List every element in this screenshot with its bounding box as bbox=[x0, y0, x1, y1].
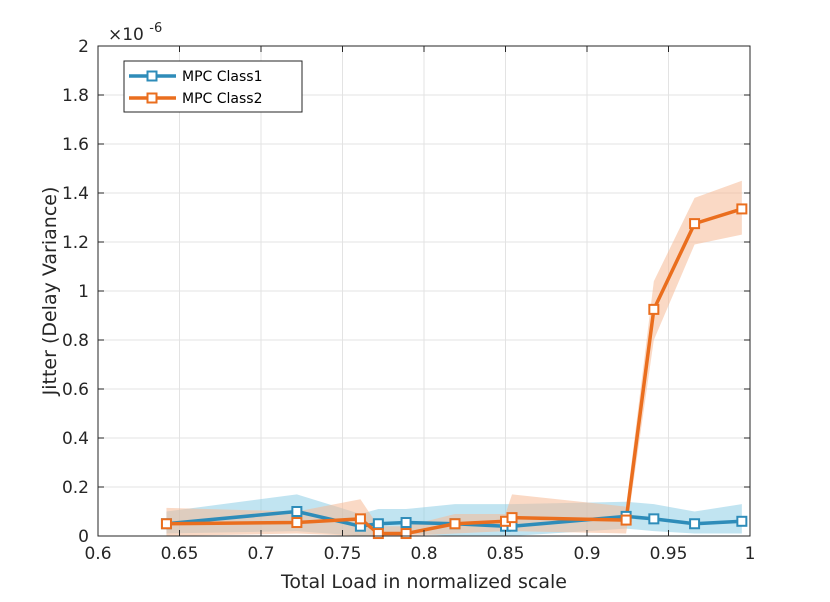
y-tick-label: 0 bbox=[78, 527, 89, 547]
legend-marker-class2 bbox=[146, 92, 158, 104]
y-tick-label: 0.2 bbox=[62, 478, 89, 498]
exponent-base: ×10 bbox=[108, 25, 144, 45]
confidence-band-series-2 bbox=[166, 180, 742, 536]
x-tick-label: 1 bbox=[745, 544, 756, 564]
series-markers bbox=[160, 203, 748, 540]
x-tick-label: 0.95 bbox=[650, 544, 688, 564]
x-tick-label: 0.65 bbox=[161, 544, 199, 564]
data-point-series-1 bbox=[736, 515, 748, 527]
y-tick-label: 0.6 bbox=[62, 380, 89, 400]
data-point-series-2 bbox=[372, 528, 384, 540]
legend-label-class1: MPC Class1 bbox=[182, 69, 263, 85]
x-axis-ticks: 0.6 0.65 0.7 0.75 0.8 0.85 0.9 0.95 1 bbox=[84, 46, 755, 564]
legend-marker-class1 bbox=[146, 70, 158, 82]
y-axis-label: Jitter (Delay Variance) bbox=[39, 187, 61, 397]
data-point-series-1 bbox=[400, 517, 412, 529]
series-line-2 bbox=[166, 207, 743, 536]
data-point-series-2 bbox=[291, 517, 303, 529]
y-tick-label: 1.8 bbox=[62, 86, 89, 106]
grid-lines bbox=[98, 46, 750, 536]
y-tick-label: 2 bbox=[78, 37, 89, 57]
data-point-series-2 bbox=[506, 512, 518, 524]
x-tick-label: 0.85 bbox=[487, 544, 525, 564]
y-tick-label: 1 bbox=[78, 282, 89, 302]
legend-label-class2: MPC Class2 bbox=[182, 91, 263, 107]
data-point-series-2 bbox=[620, 514, 632, 526]
data-point-series-2 bbox=[449, 518, 461, 530]
y-tick-label: 0.8 bbox=[62, 331, 89, 351]
data-point-series-1 bbox=[648, 513, 660, 525]
data-point-series-2 bbox=[736, 203, 748, 215]
y-tick-label: 1.6 bbox=[62, 135, 89, 155]
series-line-1 bbox=[166, 509, 742, 528]
series-lines bbox=[166, 207, 743, 536]
x-tick-label: 0.75 bbox=[324, 544, 362, 564]
x-tick-label: 0.8 bbox=[410, 544, 437, 564]
x-tick-label: 0.7 bbox=[247, 544, 274, 564]
confidence-bands bbox=[166, 180, 742, 536]
data-point-series-2 bbox=[160, 518, 172, 530]
y-exponent-label: ×10 -6 bbox=[108, 21, 162, 45]
y-tick-label: 0.4 bbox=[62, 429, 89, 449]
data-point-series-2 bbox=[689, 218, 701, 230]
data-point-series-2 bbox=[648, 303, 660, 315]
x-tick-label: 0.6 bbox=[84, 544, 111, 564]
legend-entry-class2: MPC Class2 bbox=[129, 91, 263, 107]
data-point-series-1 bbox=[291, 506, 303, 517]
y-tick-label: 1.2 bbox=[62, 233, 89, 253]
data-point-series-2 bbox=[400, 528, 412, 540]
x-axis-label: Total Load in normalized scale bbox=[280, 571, 567, 593]
x-tick-label: 0.9 bbox=[573, 544, 600, 564]
legend-entry-class1: MPC Class1 bbox=[129, 69, 263, 85]
y-tick-label: 1.4 bbox=[62, 184, 89, 204]
data-point-series-2 bbox=[354, 513, 366, 525]
y-axis-ticks: 0 0.2 0.4 0.6 0.8 1 1.2 1.4 1.6 1.8 2 bbox=[62, 37, 750, 547]
exponent-power: -6 bbox=[149, 21, 162, 36]
data-point-series-1 bbox=[689, 518, 701, 530]
legend: MPC Class1 MPC Class2 bbox=[123, 60, 303, 113]
data-point-series-1 bbox=[372, 518, 384, 530]
